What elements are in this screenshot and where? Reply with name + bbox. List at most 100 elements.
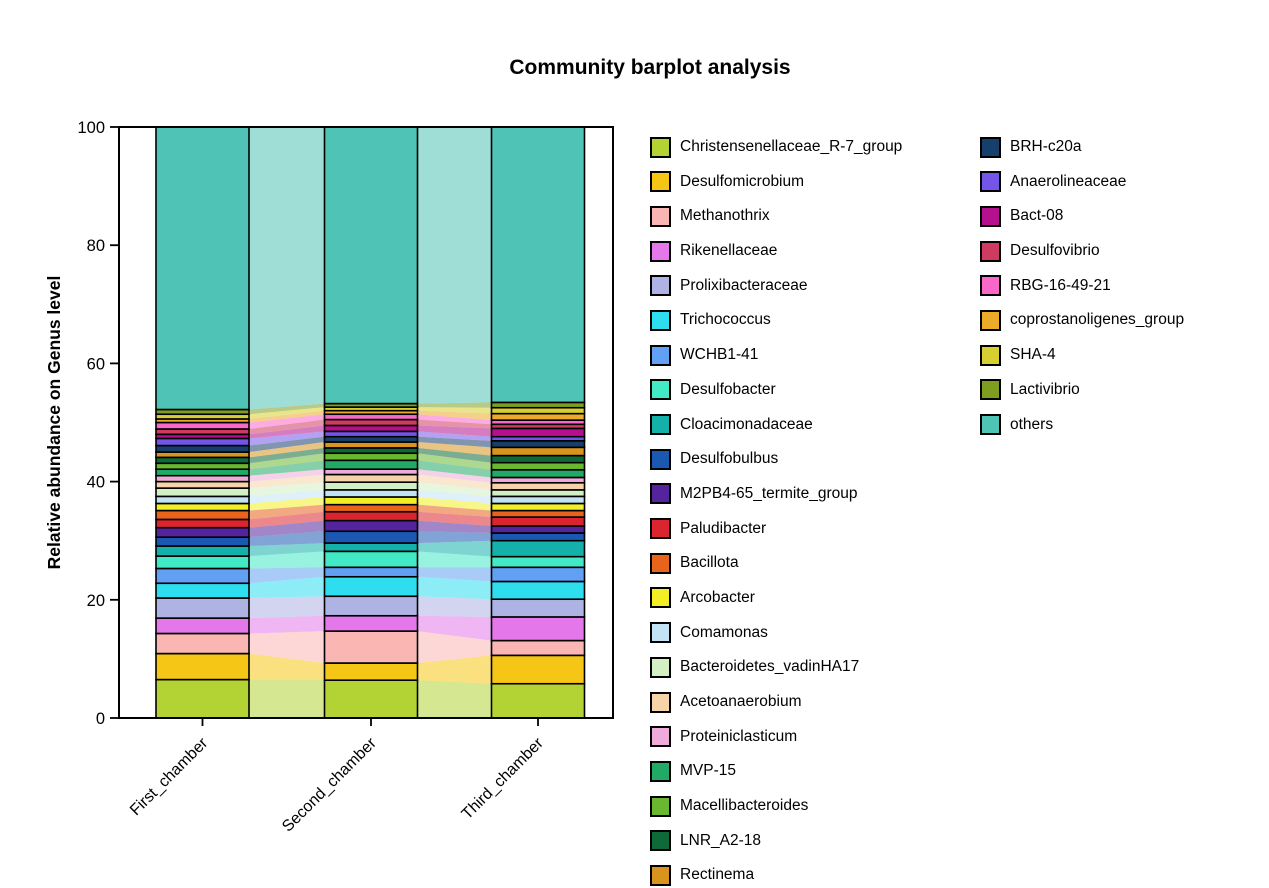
legend-swatch xyxy=(650,136,671,158)
flow-ribbon xyxy=(417,474,492,490)
legend-swatch xyxy=(650,344,671,366)
legend-item: Proteiniclasticum xyxy=(650,726,902,748)
legend-label: Desulfomicrobium xyxy=(680,172,805,190)
bar-segment xyxy=(323,452,419,462)
bar-segment xyxy=(323,481,419,491)
legend-label: Desulfobacter xyxy=(680,380,776,398)
legend-label: Bacteroidetes_vadinHA17 xyxy=(680,658,860,676)
flow-ribbon xyxy=(417,414,492,425)
bar-segment xyxy=(155,456,250,465)
legend-swatch xyxy=(650,379,671,401)
flow-ribbon xyxy=(249,679,325,718)
y-tick-label: 0 xyxy=(96,710,105,728)
legend-label: Arcobacter xyxy=(680,588,755,606)
legend-swatch xyxy=(980,171,1001,193)
bar-segment xyxy=(155,526,250,538)
flow-ribbon xyxy=(249,474,325,489)
bar-segment xyxy=(323,542,419,553)
legend-item: Desulfovibrio xyxy=(980,240,1184,262)
bar-segment xyxy=(323,519,419,533)
flow-ribbon xyxy=(417,442,492,456)
legend-label: Acetoanaerobium xyxy=(680,693,802,710)
bar-segment xyxy=(490,598,586,618)
bar-segment xyxy=(155,462,250,470)
flow-ribbon xyxy=(417,496,492,511)
legend-label: LNR_A2-18 xyxy=(680,831,761,849)
legend-swatch xyxy=(650,864,671,886)
legend-item: Acetoanaerobium xyxy=(650,691,902,713)
chart-title: Community barplot analysis xyxy=(509,56,791,79)
legend-label: Rectinema xyxy=(680,866,755,884)
legend-item: Arcobacter xyxy=(650,587,902,609)
flow-ribbon xyxy=(417,680,492,718)
legend-item: Christensenellaceae_R-7_group xyxy=(650,136,902,158)
legend-swatch xyxy=(650,830,671,852)
y-tick-label: 60 xyxy=(87,355,105,373)
y-tick-label: 80 xyxy=(87,237,105,255)
legend-swatch xyxy=(980,344,1001,366)
legend-swatch xyxy=(650,205,671,227)
bar-segment xyxy=(490,555,586,569)
flow-ribbon xyxy=(417,540,492,557)
bar-segment xyxy=(155,487,250,498)
flow-ribbon xyxy=(249,469,325,482)
flow-ribbon xyxy=(417,504,492,518)
bar-segment xyxy=(323,566,419,578)
flow-ribbon xyxy=(417,631,492,664)
bar-segment xyxy=(323,595,419,617)
legend-label: Trichococcus xyxy=(680,311,771,329)
bar-segment xyxy=(490,440,586,449)
flow-ribbon xyxy=(249,631,325,664)
bar-segment xyxy=(490,481,586,491)
legend-label: Rikenellaceae xyxy=(680,242,778,260)
bar-segment xyxy=(490,654,586,685)
bar-segment xyxy=(155,437,250,447)
legend-item: RBG-16-49-21 xyxy=(980,275,1184,297)
bar-segment xyxy=(155,632,250,655)
flow-ribbon xyxy=(249,531,325,547)
bar-segment xyxy=(323,679,419,719)
bar-segment xyxy=(323,614,419,632)
bar-segment xyxy=(323,473,419,483)
legend-label: RBG-16-49-21 xyxy=(1010,276,1111,294)
flow-ribbon xyxy=(417,576,492,600)
flow-ribbon xyxy=(417,410,492,421)
bar-segment xyxy=(323,575,419,598)
flow-ribbon xyxy=(417,596,492,617)
flow-ribbon xyxy=(249,460,325,476)
flow-ribbon xyxy=(417,615,492,641)
legend-swatch xyxy=(650,760,671,782)
flow-ribbon xyxy=(417,419,492,429)
legend-label: coprostanoligenes_group xyxy=(1010,311,1185,329)
flow-ribbon xyxy=(249,496,325,511)
flow-ribbon xyxy=(249,653,325,681)
flow-ribbon xyxy=(249,410,325,423)
legend-swatch xyxy=(650,552,671,574)
bar-segment xyxy=(490,682,586,719)
flow-ribbon xyxy=(249,436,325,453)
legend-label: others xyxy=(1010,415,1054,433)
legend-label: Methanothrix xyxy=(680,207,770,225)
bar-segment xyxy=(323,441,419,449)
legend-item: SHA-4 xyxy=(980,344,1184,366)
flow-ribbon xyxy=(417,511,492,526)
flow-ribbon xyxy=(417,460,492,478)
bar-segment xyxy=(155,678,250,719)
flow-ribbon xyxy=(417,567,492,582)
legend-swatch xyxy=(650,275,671,297)
legend-swatch xyxy=(980,379,1001,401)
bar-segment xyxy=(155,582,250,599)
legend-item: Lactivibrio xyxy=(980,379,1184,401)
bar-segment xyxy=(155,126,250,411)
bar-segment xyxy=(490,616,586,642)
legend-item: Desulfobacter xyxy=(650,379,902,401)
legend-swatch xyxy=(650,483,671,505)
flow-ribbon xyxy=(417,531,492,544)
legend-column-2: BRH-c20a Anaerolineaceae Bact-08 Desulfovib… xyxy=(980,136,1184,448)
legend-item: Prolixibacteraceae xyxy=(650,275,902,297)
bar-segment xyxy=(490,516,586,527)
bar-segment xyxy=(490,495,586,505)
bar-segment xyxy=(323,510,419,522)
